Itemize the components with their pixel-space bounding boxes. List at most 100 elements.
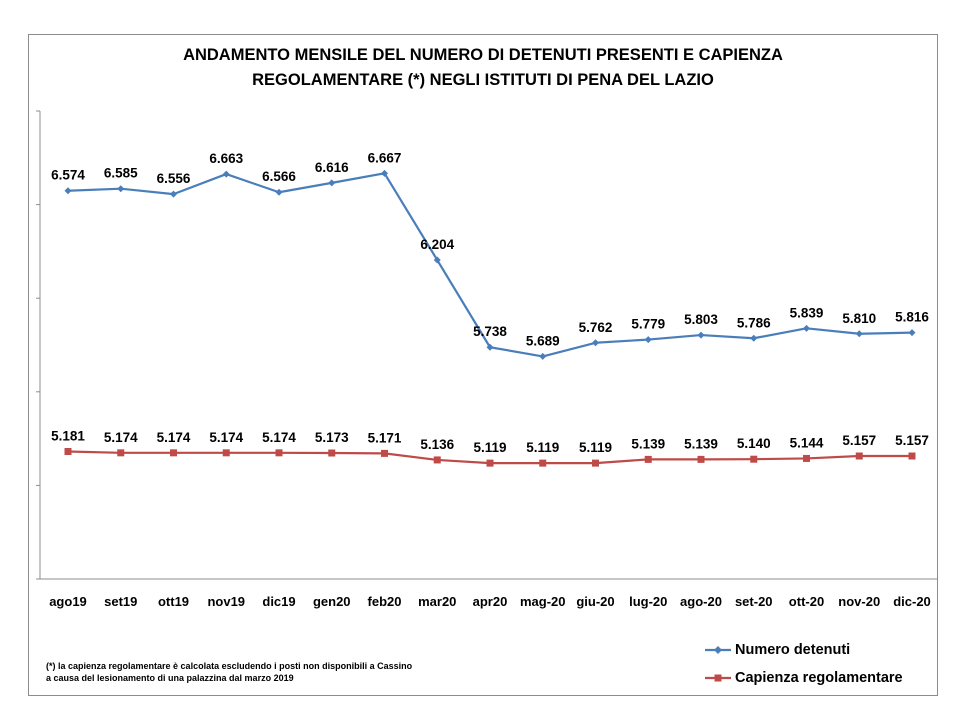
data-label-capienza: 5.119	[473, 440, 506, 455]
data-label-detenuti: 6.616	[315, 160, 349, 175]
data-label-detenuti: 6.667	[368, 150, 402, 165]
x-tick-label: dic19	[262, 594, 295, 609]
data-point-detenuti	[433, 256, 441, 264]
data-label-capienza: 5.171	[368, 430, 402, 445]
chart-title-line-2: REGOLAMENTARE (*) NEGLI ISTITUTI DI PENA…	[252, 71, 714, 89]
legend-swatch-detenuti	[705, 646, 731, 654]
data-point-capienza	[222, 449, 230, 457]
data-point-capienza	[486, 459, 494, 467]
data-label-capienza: 5.157	[895, 433, 929, 448]
data-point-capienza	[381, 449, 388, 457]
footnote: (*) la capienza regolamentare è calcolat…	[46, 660, 412, 684]
data-point-capienza	[750, 455, 758, 463]
data-label-detenuti: 5.839	[790, 305, 824, 320]
data-point-detenuti	[592, 339, 599, 347]
data-label-capienza: 5.174	[209, 430, 243, 445]
data-point-detenuti	[486, 343, 494, 351]
chart-title: ANDAMENTO MENSILE DEL NUMERO DI DETENUTI…	[28, 43, 938, 93]
data-label-detenuti: 6.574	[51, 168, 85, 183]
x-tick-label: gen20	[313, 594, 351, 609]
legend-label-detenuti: Numero detenuti	[735, 642, 851, 658]
data-label-detenuti: 5.762	[579, 320, 613, 335]
chart-title-line-1: ANDAMENTO MENSILE DEL NUMERO DI DETENUTI…	[183, 46, 783, 64]
x-tick-label: ott19	[158, 594, 189, 609]
data-label-detenuti: 5.689	[526, 333, 560, 348]
data-point-capienza	[592, 459, 599, 467]
data-point-capienza	[328, 449, 336, 457]
data-label-detenuti: 5.779	[631, 317, 665, 332]
x-tick-label: nov-20	[838, 594, 880, 609]
x-tick-label: set19	[104, 594, 137, 609]
data-point-detenuti	[855, 330, 863, 338]
data-point-capienza	[433, 456, 441, 464]
data-label-capienza: 5.140	[737, 436, 771, 451]
footnote-line-2: a causa del lesionamento di una palazzin…	[46, 673, 294, 683]
data-label-capienza: 5.174	[262, 430, 296, 445]
data-point-detenuti	[697, 331, 705, 339]
data-point-detenuti	[381, 169, 388, 177]
data-label-detenuti: 6.204	[420, 237, 454, 252]
data-point-detenuti	[908, 329, 916, 337]
legend: Numero detenuti Capienza regolamentare	[705, 636, 903, 692]
data-point-detenuti	[170, 190, 177, 198]
data-point-capienza	[697, 455, 705, 463]
data-label-capienza: 5.136	[420, 437, 454, 452]
legend-item-detenuti: Numero detenuti	[705, 636, 903, 664]
data-point-detenuti	[750, 334, 758, 342]
data-point-capienza	[908, 452, 916, 460]
data-point-detenuti	[117, 185, 125, 193]
data-point-detenuti	[64, 187, 72, 195]
data-point-capienza	[855, 452, 863, 460]
data-label-detenuti: 6.566	[262, 169, 296, 184]
data-label-detenuti: 6.663	[209, 151, 243, 166]
data-label-capienza: 5.174	[157, 430, 191, 445]
data-point-detenuti	[222, 170, 230, 178]
x-tick-label: dic-20	[893, 594, 931, 609]
data-point-capienza	[64, 448, 72, 456]
x-tick-label: feb20	[368, 594, 402, 609]
data-label-capienza: 5.119	[526, 440, 559, 455]
data-point-capienza	[275, 449, 283, 457]
legend-item-capienza: Capienza regolamentare	[705, 664, 903, 692]
data-label-detenuti: 6.585	[104, 166, 138, 181]
data-label-detenuti: 5.803	[684, 312, 718, 327]
data-label-detenuti: 5.738	[473, 324, 507, 339]
data-point-capienza	[803, 454, 810, 462]
data-label-capienza: 5.119	[579, 440, 612, 455]
data-label-capienza: 5.181	[51, 429, 85, 444]
x-tick-label: apr20	[473, 594, 508, 609]
x-tick-label: ott-20	[789, 594, 824, 609]
data-point-detenuti	[275, 188, 283, 196]
x-tick-label: mar20	[418, 594, 456, 609]
data-point-capienza	[539, 459, 547, 467]
data-label-capienza: 5.139	[631, 436, 665, 451]
data-point-capienza	[117, 449, 125, 457]
data-label-capienza: 5.144	[790, 435, 824, 450]
data-point-capienza	[170, 449, 177, 457]
data-point-capienza	[644, 455, 652, 463]
legend-swatch-capienza	[705, 674, 731, 682]
data-label-detenuti: 5.810	[842, 311, 876, 326]
x-tick-label: nov19	[207, 594, 245, 609]
data-label-capienza: 5.173	[315, 430, 349, 445]
x-tick-label: lug-20	[629, 594, 667, 609]
x-tick-label: mag-20	[520, 594, 566, 609]
x-tick-label: ago-20	[680, 594, 722, 609]
data-point-detenuti	[539, 352, 547, 360]
x-tick-label: ago19	[49, 594, 87, 609]
data-label-detenuti: 6.556	[157, 171, 191, 186]
data-label-capienza: 5.174	[104, 430, 138, 445]
x-tick-label: giu-20	[576, 594, 614, 609]
data-label-capienza: 5.157	[842, 433, 876, 448]
chart-frame	[28, 34, 938, 696]
data-label-detenuti: 5.786	[737, 315, 771, 330]
x-tick-label: set-20	[735, 594, 773, 609]
data-point-detenuti	[644, 336, 652, 344]
data-point-detenuti	[328, 179, 336, 187]
footnote-line-1: (*) la capienza regolamentare è calcolat…	[46, 661, 413, 671]
data-label-capienza: 5.139	[684, 436, 718, 451]
data-point-detenuti	[803, 324, 810, 332]
data-label-detenuti: 5.816	[895, 310, 929, 325]
legend-label-capienza: Capienza regolamentare	[735, 670, 903, 686]
